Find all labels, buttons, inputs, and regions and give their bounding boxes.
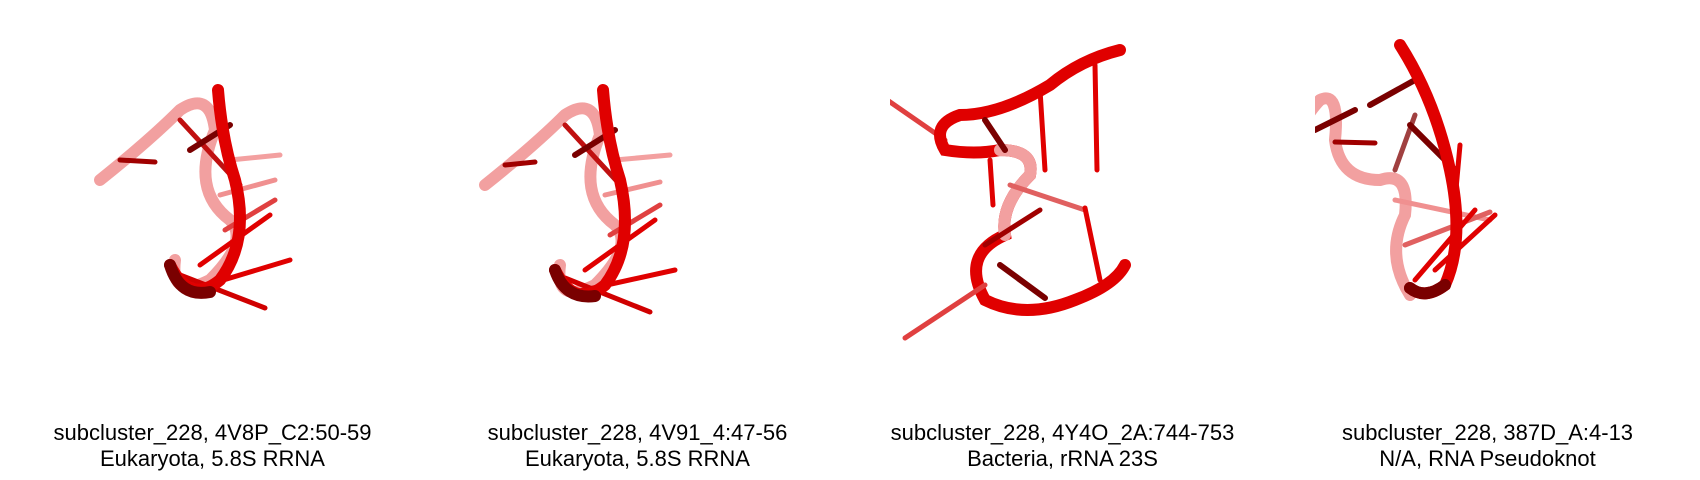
caption-title: subcluster_228, 4Y4O_2A:744-753 bbox=[890, 420, 1235, 445]
rna-structure-image-4 bbox=[1315, 39, 1498, 301]
structure-panel-1: subcluster_228, 4V8P_C2:50-59 Eukaryota,… bbox=[0, 0, 425, 480]
rna-structure-image-3 bbox=[890, 44, 1131, 341]
caption-subtitle: Eukaryota, 5.8S RRNA bbox=[100, 446, 325, 471]
caption-title: subcluster_228, 4V8P_C2:50-59 bbox=[53, 420, 372, 445]
structure-caption-4: subcluster_228, 387D_A:4-13 N/A, RNA Pse… bbox=[1275, 420, 1700, 472]
structure-caption-1: subcluster_228, 4V8P_C2:50-59 Eukaryota,… bbox=[0, 420, 425, 472]
caption-title: subcluster_228, 387D_A:4-13 bbox=[1341, 420, 1634, 445]
structure-caption-2: subcluster_228, 4V91_4:47-56 Eukaryota, … bbox=[425, 420, 850, 472]
caption-subtitle: N/A, RNA Pseudoknot bbox=[1379, 446, 1596, 471]
rna-structure-image-1 bbox=[94, 84, 293, 311]
structure-caption-3: subcluster_228, 4Y4O_2A:744-753 Bacteria… bbox=[850, 420, 1275, 472]
caption-title: subcluster_228, 4V91_4:47-56 bbox=[487, 420, 788, 445]
structure-panel-2: subcluster_228, 4V91_4:47-56 Eukaryota, … bbox=[425, 0, 850, 480]
caption-subtitle: Bacteria, rRNA 23S bbox=[967, 446, 1158, 471]
structure-panel-3: subcluster_228, 4Y4O_2A:744-753 Bacteria… bbox=[850, 0, 1275, 480]
rna-structure-image-2 bbox=[479, 84, 678, 315]
structure-panel-4: subcluster_228, 387D_A:4-13 N/A, RNA Pse… bbox=[1275, 0, 1700, 480]
caption-subtitle: Eukaryota, 5.8S RRNA bbox=[525, 446, 750, 471]
